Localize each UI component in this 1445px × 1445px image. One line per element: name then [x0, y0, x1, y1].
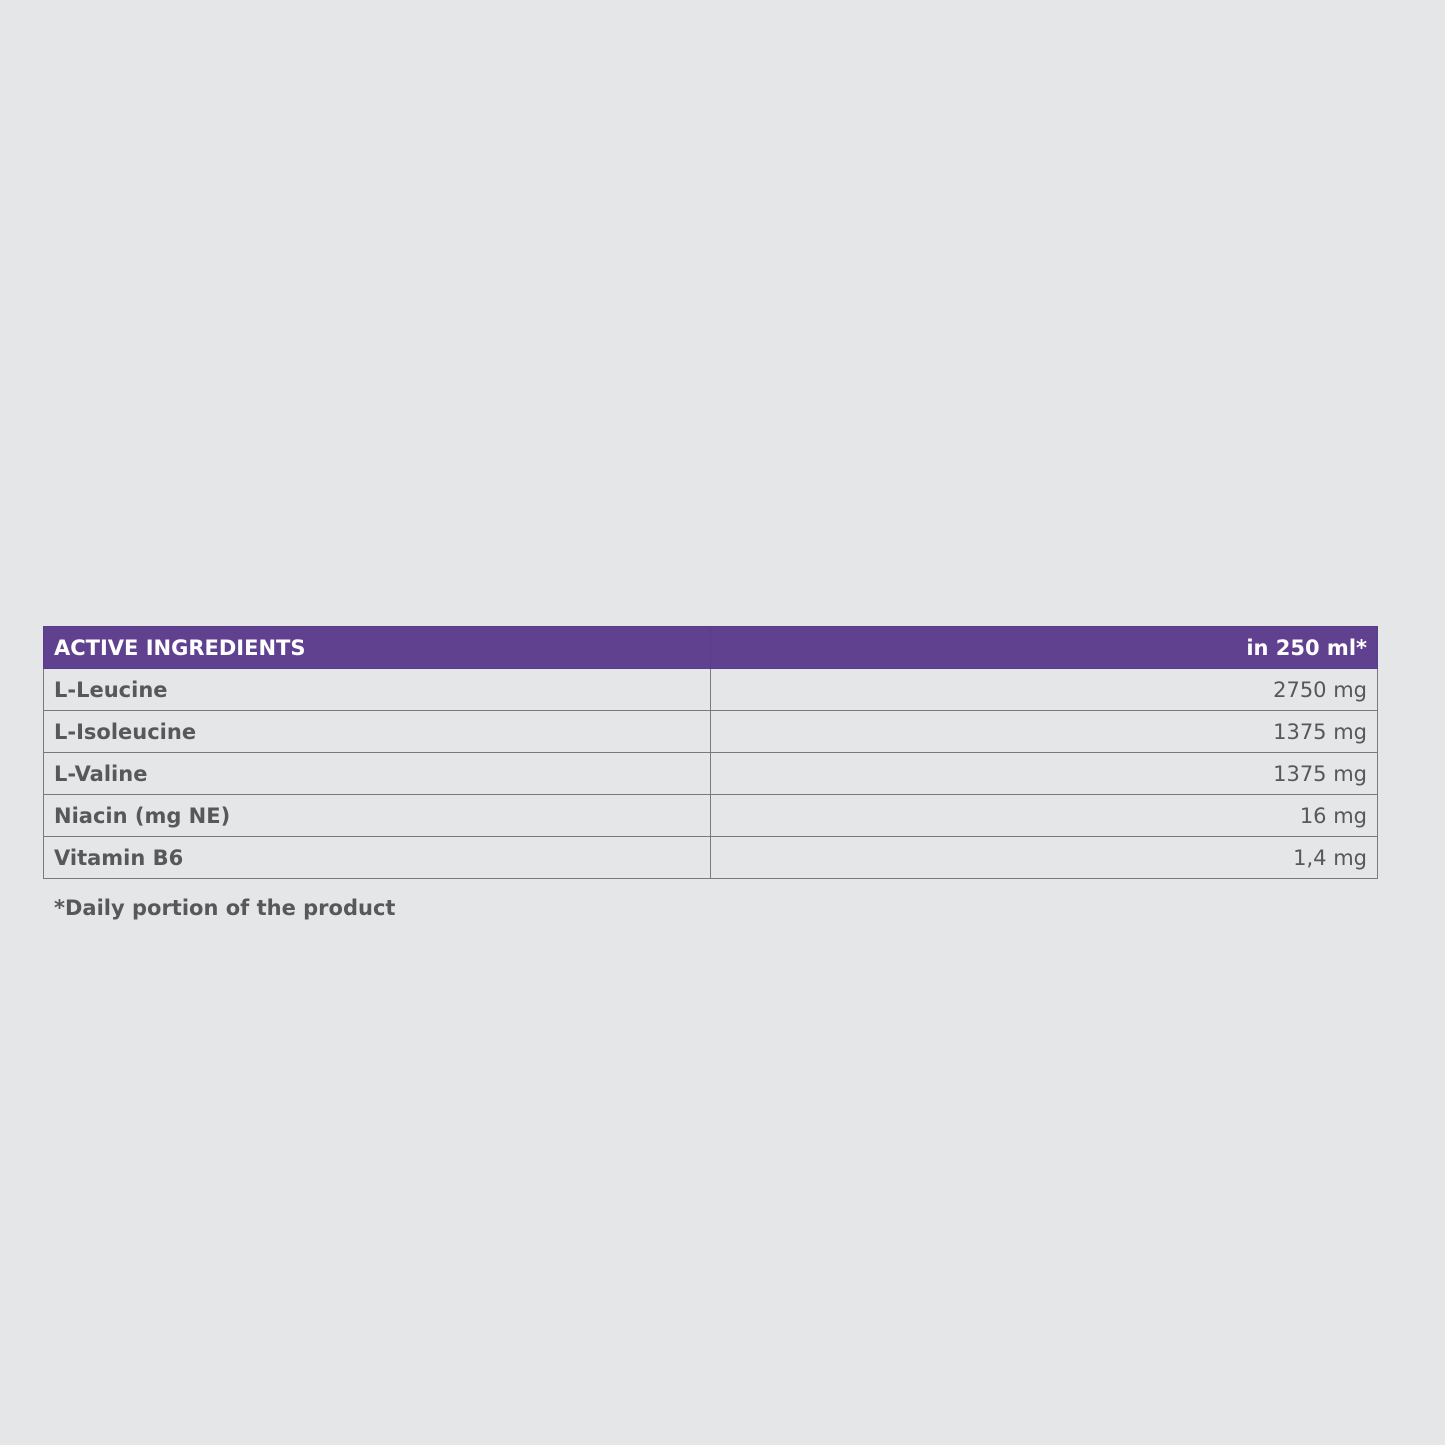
- table-row: Niacin (mg NE) 16 mg: [43, 794, 1378, 837]
- table-row: Vitamin B6 1,4 mg: [43, 836, 1378, 879]
- ingredient-amount: 2750 mg: [710, 668, 1378, 711]
- ingredient-amount: 1375 mg: [710, 752, 1378, 795]
- ingredient-name: L-Valine: [43, 752, 711, 795]
- header-cell: in 250 ml*: [710, 626, 1378, 669]
- ingredient-name: L-Isoleucine: [43, 710, 711, 753]
- footnote: *Daily portion of the product: [54, 896, 396, 920]
- ingredient-name: Niacin (mg NE): [43, 794, 711, 837]
- ingredient-amount: 16 mg: [710, 794, 1378, 837]
- ingredient-amount: 1375 mg: [710, 710, 1378, 753]
- table-row: L-Leucine 2750 mg: [43, 668, 1378, 711]
- ingredients-table: ACTIVE INGREDIENTS in 250 ml* L-Leucine 2…: [43, 626, 1378, 879]
- header-row: ACTIVE INGREDIENTS in 250 ml*: [43, 626, 1378, 669]
- header-cell: ACTIVE INGREDIENTS: [43, 626, 711, 669]
- ingredient-amount: 1,4 mg: [710, 836, 1378, 879]
- ingredient-name: Vitamin B6: [43, 836, 711, 879]
- table-row: L-Isoleucine 1375 mg: [43, 710, 1378, 753]
- table-body: L-Leucine 2750 mg L-Isoleucine 1375 mg L-Val…: [43, 668, 1378, 879]
- ingredient-name: L-Leucine: [43, 668, 711, 711]
- table-row: L-Valine 1375 mg: [43, 752, 1378, 795]
